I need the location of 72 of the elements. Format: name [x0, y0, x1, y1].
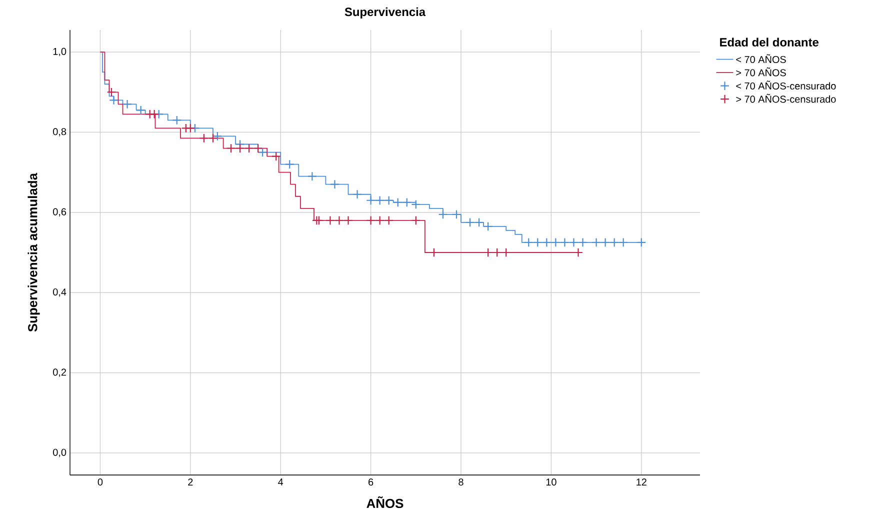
point	[109, 95, 118, 105]
point	[136, 105, 146, 115]
y-tick-label: 0,2	[53, 368, 66, 377]
point	[636, 238, 646, 248]
point	[258, 148, 268, 158]
x-tick-label: 8	[458, 478, 464, 486]
point	[393, 198, 403, 208]
x-tick-label: 0	[98, 478, 103, 486]
legend-label: < 70 AÑOS-censurado	[736, 80, 836, 90]
point	[244, 144, 254, 153]
point	[483, 222, 493, 232]
point	[284, 160, 294, 170]
point	[474, 218, 484, 228]
point	[524, 238, 534, 248]
point	[560, 238, 570, 248]
point	[375, 196, 385, 206]
point	[452, 210, 462, 220]
point	[186, 123, 196, 133]
x-tick-label: 6	[368, 478, 374, 486]
point	[438, 210, 448, 220]
point	[569, 238, 578, 248]
point	[375, 216, 385, 226]
y-tick-label: 0,4	[53, 288, 66, 297]
point	[253, 144, 263, 153]
y-tick-label: 0,8	[53, 128, 66, 136]
point	[330, 180, 340, 190]
point	[411, 200, 421, 210]
y-tick-label: 1,0	[53, 48, 66, 56]
point	[384, 196, 394, 206]
point	[334, 216, 344, 226]
point	[106, 87, 116, 97]
y-tick-label: 0,6	[53, 208, 66, 217]
point	[271, 152, 281, 162]
point	[542, 238, 552, 248]
point	[550, 238, 560, 248]
legend-title: Edad del donante	[720, 38, 818, 46]
point	[208, 134, 218, 143]
x-tick-label: 10	[546, 478, 556, 486]
point	[307, 172, 317, 182]
point	[411, 216, 421, 226]
x-tick-label: 2	[188, 478, 193, 486]
point	[212, 132, 222, 141]
point	[592, 238, 602, 248]
x-tick-label: 4	[278, 478, 284, 486]
x-tick-label: 12	[636, 478, 646, 486]
point	[226, 144, 236, 153]
point	[600, 238, 610, 248]
point	[465, 218, 475, 228]
legend-label: > 70 AÑOS-censurado	[736, 94, 836, 103]
y-axis-title: Supervivencia acumulada	[28, 172, 40, 332]
point	[532, 238, 542, 248]
point	[366, 216, 376, 226]
point	[402, 198, 412, 208]
legend-label: < 70 AÑOS	[736, 54, 786, 64]
y-tick-label: 0,0	[53, 448, 66, 458]
point	[578, 238, 588, 248]
point	[352, 190, 362, 200]
point	[366, 196, 376, 206]
point	[172, 115, 182, 125]
point	[610, 238, 620, 248]
point	[325, 216, 335, 226]
point	[314, 216, 324, 226]
legend-label: > 70 AÑOS	[736, 67, 786, 76]
chart-title: Supervivencia	[344, 7, 426, 19]
x-axis-title: AÑOS	[366, 496, 404, 508]
point	[618, 238, 628, 248]
point	[150, 109, 160, 119]
point	[199, 134, 209, 143]
point	[122, 99, 132, 109]
point	[384, 216, 394, 226]
point	[344, 216, 353, 226]
point	[235, 144, 245, 153]
